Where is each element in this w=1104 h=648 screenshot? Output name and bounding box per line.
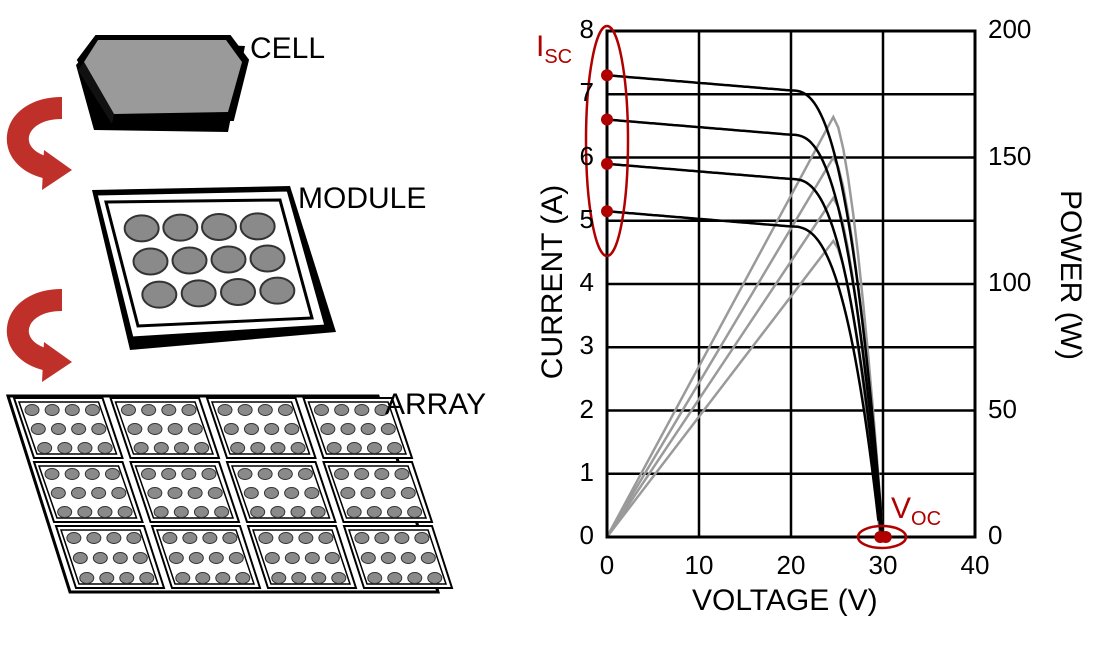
iv-curve — [606, 74, 885, 538]
x-tick-label: 30 — [868, 550, 898, 580]
module-cell — [132, 247, 169, 276]
isc-marker — [601, 157, 613, 170]
isc-marker — [601, 113, 613, 126]
solar-array-icon — [5, 394, 454, 594]
isc-marker — [601, 205, 613, 218]
red-arrow-icon — [6, 97, 72, 190]
module-cell — [220, 278, 256, 306]
red-arrow-icon — [6, 289, 72, 382]
module-cell — [171, 246, 208, 275]
module-cell — [180, 279, 217, 308]
module-cell — [249, 244, 286, 273]
iv-curve — [606, 210, 880, 521]
module-cell — [259, 276, 296, 305]
voc-highlight-ellipse — [856, 524, 908, 550]
y-tick-label-left: 3 — [579, 330, 594, 361]
y-tick-label-left: 2 — [579, 393, 594, 424]
plot-frame — [605, 29, 977, 539]
y-tick-label-right: 150 — [988, 140, 1032, 171]
iv-curve — [606, 118, 882, 522]
y-axis-right-label: POWER (W) — [1054, 190, 1087, 360]
y-tick-label-right: 50 — [988, 393, 1017, 424]
iv-curve — [606, 162, 882, 533]
array-module — [225, 461, 337, 523]
array-label: ARRAY — [385, 388, 487, 421]
module-cell — [239, 212, 276, 241]
array-module — [109, 397, 221, 459]
voc-annotation: VOC — [891, 492, 942, 530]
y-tick-label-left: 4 — [579, 267, 594, 297]
array-module — [205, 397, 317, 459]
x-tick-label: 10 — [684, 550, 714, 580]
isc-highlight-ellipse — [584, 24, 630, 258]
array-module — [302, 397, 414, 459]
y-tick-label-right: 100 — [988, 267, 1032, 297]
voc-marker — [879, 531, 892, 543]
cell-label: CELL — [250, 32, 326, 65]
x-tick-label: 40 — [960, 550, 990, 580]
array-module — [129, 461, 241, 523]
solar-module-icon — [92, 186, 336, 350]
y-tick-label-right: 200 — [988, 14, 1032, 44]
module-cell — [141, 280, 178, 309]
y-tick-label-left: 7 — [579, 77, 594, 108]
x-tick-label: 20 — [776, 550, 806, 580]
module-label: MODULE — [298, 182, 427, 215]
module-cell — [123, 214, 160, 243]
array-module — [342, 525, 454, 589]
isc-marker — [601, 69, 613, 82]
y-tick-label-left: 1 — [579, 456, 594, 487]
y-tick-label-left: 0 — [579, 520, 594, 550]
isc-annotation: ISC — [536, 30, 573, 68]
y-tick-label-left: 8 — [579, 14, 594, 44]
array-module — [322, 461, 434, 523]
x-tick-label: 0 — [599, 550, 615, 580]
y-tick-label-left: 5 — [579, 203, 594, 234]
module-cell — [201, 213, 237, 241]
y-axis-left-label: CURRENT (A) — [536, 184, 569, 380]
array-module — [32, 461, 144, 523]
array-module — [150, 525, 262, 589]
array-module — [54, 525, 166, 589]
x-axis-label: VOLTAGE (V) — [692, 584, 878, 617]
array-module — [12, 397, 124, 459]
solar-cell-icon — [76, 35, 250, 132]
y-tick-label-right: 0 — [988, 520, 1003, 550]
module-cell — [210, 245, 247, 274]
module-cell — [162, 213, 199, 242]
array-module — [246, 525, 358, 589]
y-tick-label-left: 6 — [579, 140, 594, 171]
